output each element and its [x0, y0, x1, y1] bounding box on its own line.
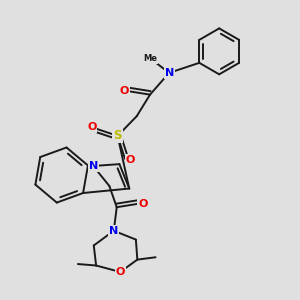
Text: S: S — [113, 129, 122, 142]
Text: N: N — [164, 68, 174, 78]
Text: O: O — [138, 199, 148, 209]
Text: O: O — [87, 122, 96, 132]
Text: O: O — [119, 86, 129, 96]
Text: N: N — [109, 226, 119, 236]
Text: O: O — [126, 155, 135, 165]
Text: N: N — [88, 161, 98, 171]
Text: O: O — [116, 267, 125, 277]
Text: Me: Me — [143, 54, 157, 63]
